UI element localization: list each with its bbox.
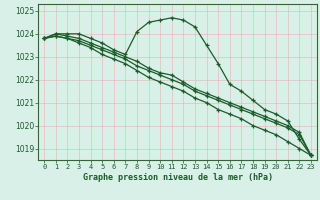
X-axis label: Graphe pression niveau de la mer (hPa): Graphe pression niveau de la mer (hPa) — [83, 173, 273, 182]
